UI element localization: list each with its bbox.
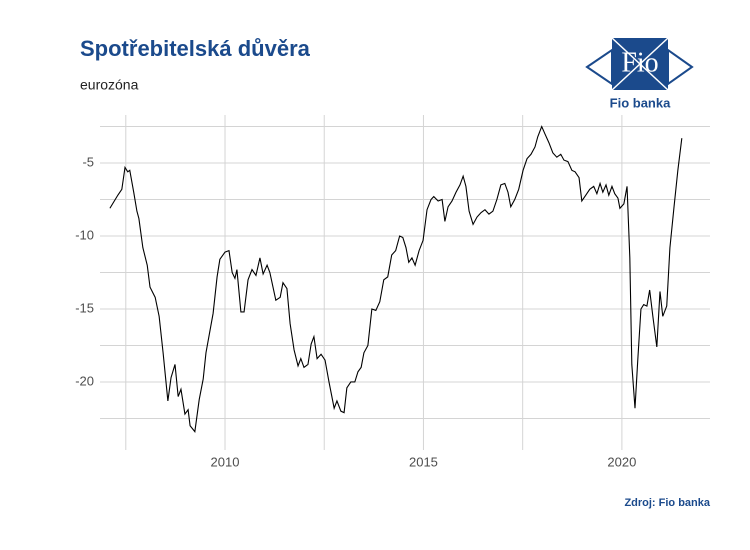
logo-mark: Fio [621, 47, 658, 78]
chart-title: Spotřebitelská důvěra [80, 36, 311, 61]
y-tick-label: -10 [75, 227, 94, 242]
y-tick-label: -15 [75, 300, 94, 315]
y-tick-label: -5 [82, 154, 94, 169]
logo-line [611, 37, 669, 91]
logo: Fio Fio banka [585, 37, 694, 110]
x-tick-label: 2015 [409, 454, 438, 469]
x-tick-label: 2020 [607, 454, 636, 469]
x-tick-label: 2010 [211, 454, 240, 469]
line [109, 125, 683, 433]
plot-area: -20 -15 -10 -5 2010 2015 2020 [75, 115, 710, 469]
logo-arrow [585, 48, 613, 86]
logo-arrow [667, 48, 694, 86]
source: Zdroj: Fio banka [624, 497, 710, 509]
chart-subtitle: eurozóna [80, 77, 139, 93]
y-tick-label: -20 [75, 373, 94, 388]
logo-name: Fio banka [610, 95, 671, 110]
